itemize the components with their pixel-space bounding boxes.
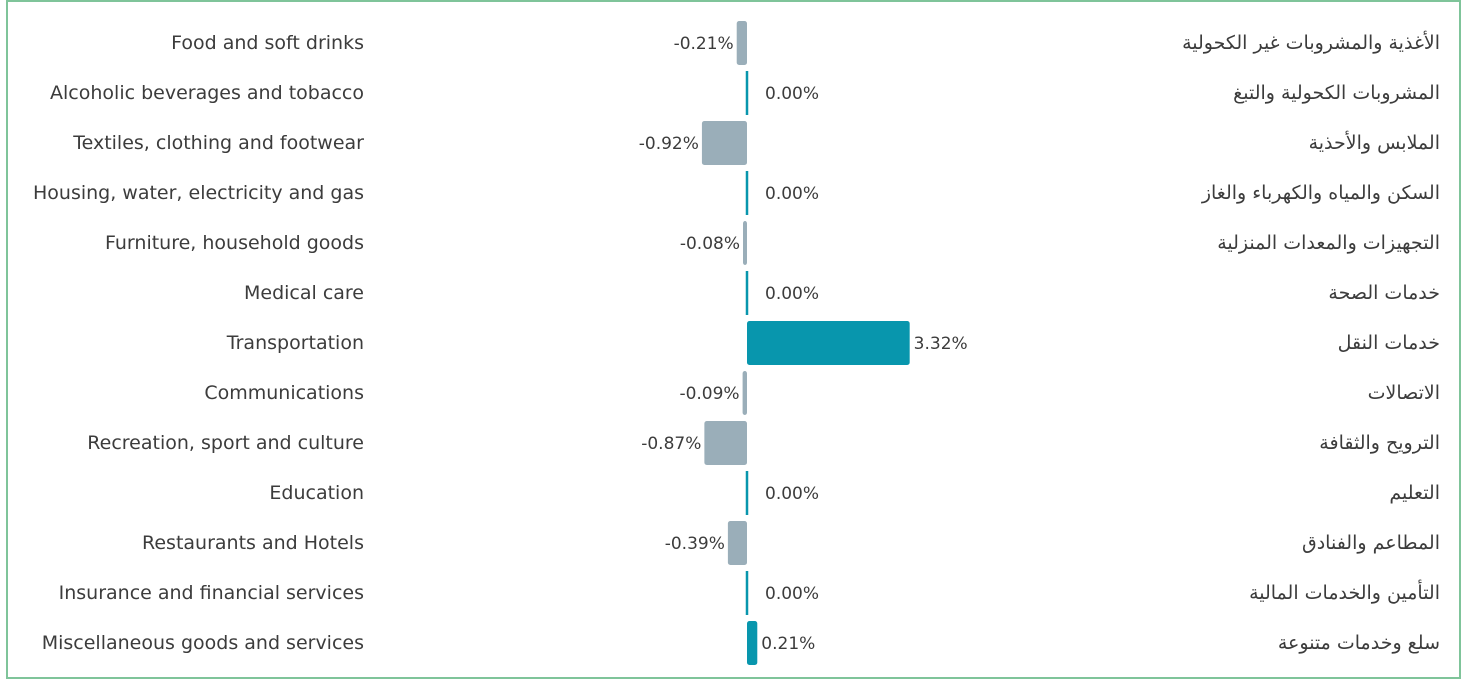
bar bbox=[742, 371, 747, 415]
category-label-ar: الاتصالات bbox=[1368, 382, 1440, 404]
bar bbox=[745, 471, 749, 515]
bar bbox=[745, 171, 749, 215]
category-label-en: Restaurants and Hotels bbox=[142, 532, 364, 554]
category-label-ar: السكن والمياه والكهرباء والغاز bbox=[1201, 182, 1440, 204]
category-label-en: Recreation, sport and culture bbox=[87, 432, 364, 454]
category-label-ar: الترويح والثقافة bbox=[1319, 432, 1440, 454]
category-label-en: Communications bbox=[204, 382, 364, 404]
value-label: 0.00% bbox=[765, 184, 819, 204]
value-label: -0.39% bbox=[665, 534, 725, 554]
category-label-en: Education bbox=[269, 482, 364, 504]
category-label-ar: التعليم bbox=[1389, 482, 1440, 504]
category-label-en: Transportation bbox=[226, 332, 364, 354]
category-label-en: Insurance and financial services bbox=[59, 582, 364, 604]
value-label: 0.00% bbox=[765, 284, 819, 304]
category-label-en: Furniture, household goods bbox=[105, 232, 364, 254]
bar bbox=[736, 21, 747, 65]
bar bbox=[701, 121, 747, 165]
category-label-ar: خدمات النقل bbox=[1338, 332, 1440, 354]
bar bbox=[745, 271, 749, 315]
category-label-en: Textiles, clothing and footwear bbox=[72, 132, 364, 154]
value-label: -0.21% bbox=[674, 34, 734, 54]
bar bbox=[704, 421, 747, 465]
bar bbox=[747, 321, 910, 365]
category-label-en: Medical care bbox=[244, 282, 364, 304]
category-label-ar: التأمين والخدمات المالية bbox=[1249, 579, 1440, 604]
bar bbox=[747, 621, 758, 665]
bar bbox=[743, 221, 747, 265]
category-label-en: Miscellaneous goods and services bbox=[42, 632, 364, 654]
category-label-ar: خدمات الصحة bbox=[1328, 282, 1440, 304]
value-label: -0.87% bbox=[641, 434, 701, 454]
category-label-en: Food and soft drinks bbox=[171, 32, 364, 54]
chart-frame bbox=[6, 0, 1461, 679]
bar bbox=[727, 521, 747, 565]
value-label: 0.00% bbox=[765, 584, 819, 604]
value-label: -0.09% bbox=[679, 384, 739, 404]
value-label: 0.21% bbox=[761, 634, 815, 654]
category-label-ar: سلع وخدمات متنوعة bbox=[1278, 632, 1440, 654]
bar bbox=[745, 571, 749, 615]
category-label-ar: الأغذية والمشروبات غير الكحولية bbox=[1182, 31, 1440, 54]
category-label-ar: المشروبات الكحولية والتبغ bbox=[1233, 82, 1440, 104]
category-label-en: Housing, water, electricity and gas bbox=[33, 182, 364, 204]
bar bbox=[745, 71, 749, 115]
value-label: 3.32% bbox=[914, 334, 968, 354]
value-label: -0.08% bbox=[680, 234, 740, 254]
category-label-ar: المطاعم والفنادق bbox=[1302, 532, 1440, 554]
value-label: -0.92% bbox=[639, 134, 699, 154]
category-label-en: Alcoholic beverages and tobacco bbox=[50, 82, 364, 104]
category-label-ar: التجهيزات والمعدات المنزلية bbox=[1217, 232, 1440, 254]
category-label-ar: الملابس والأحذية bbox=[1309, 131, 1440, 154]
value-label: 0.00% bbox=[765, 84, 819, 104]
value-label: 0.00% bbox=[765, 484, 819, 504]
